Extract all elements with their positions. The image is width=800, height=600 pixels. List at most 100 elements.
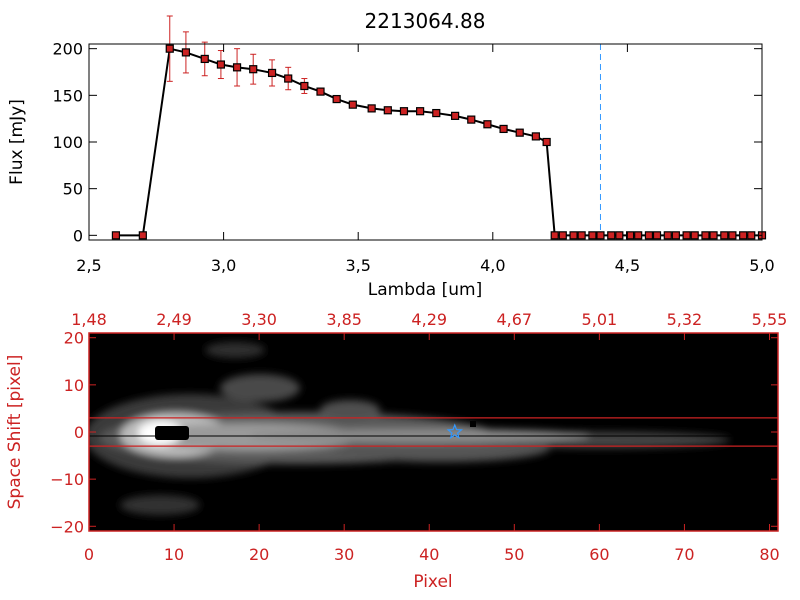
x-tick-label: 60 (589, 545, 609, 564)
y-tick-label: 200 (52, 40, 83, 59)
y-tick-label: 150 (52, 86, 83, 105)
spectrum-frame (88, 43, 763, 241)
top-tick-label: 4,29 (411, 310, 447, 329)
x-tick-label: 4,0 (480, 256, 505, 275)
spectrum-x-ticks: 2,5 3,0 3,5 4,0 4,5 5,0 (76, 44, 775, 275)
data-point (569, 231, 578, 240)
data-point (267, 68, 277, 78)
y-tick-label: −20 (50, 517, 84, 536)
image-y-ticks: −20 −10 0 10 20 (50, 329, 778, 536)
x-tick-label: 4,5 (615, 256, 640, 275)
data-point (558, 231, 567, 240)
x-tick-label: 50 (504, 545, 524, 564)
data-point (432, 108, 441, 118)
x-tick-label: 5,0 (749, 256, 774, 275)
data-point (165, 44, 174, 53)
top-tick-label: 3,30 (241, 310, 277, 329)
image-y-label: Space Shift [pixel] (5, 355, 25, 510)
image-overlays (89, 417, 778, 447)
data-point (316, 87, 325, 96)
data-point (577, 231, 586, 240)
spectrum-y-label: Flux [mJy] (7, 99, 27, 185)
x-tick-label: 3,5 (345, 256, 370, 275)
data-point (200, 54, 209, 64)
data-point (531, 132, 540, 141)
spectrum-marks (111, 15, 767, 240)
x-tick-label: 20 (249, 545, 269, 564)
data-point (332, 94, 341, 104)
data-point (644, 231, 654, 240)
spectrum-plot: 2213064.88 2,5 3,0 3,5 4,0 4,5 5,0 0501001502… (7, 9, 775, 300)
x-tick-label: 40 (419, 545, 439, 564)
data-point (709, 231, 718, 240)
data-point (111, 231, 121, 240)
top-tick-label: 5,01 (582, 310, 618, 329)
x-tick-label: 80 (759, 545, 779, 564)
top-tick-label: 5,55 (752, 310, 788, 329)
data-point (588, 231, 597, 240)
data-point (416, 107, 425, 116)
trace-image (89, 342, 778, 515)
data-point (138, 231, 147, 240)
data-point (542, 137, 551, 147)
top-tick-label: 3,85 (326, 310, 362, 329)
data-point (671, 231, 680, 240)
source-star-marker (446, 423, 464, 440)
data-point (451, 111, 460, 120)
data-point (720, 231, 729, 240)
y-tick-label: 50 (63, 180, 83, 199)
x-tick-label: 0 (84, 545, 94, 564)
spectral-image-plot: 0 10 20 30 40 50 60 70 80 1,48 2,49 3,30 3,85 4,29 4,… (5, 310, 787, 592)
data-point (399, 107, 409, 116)
top-tick-label: 2,49 (156, 310, 192, 329)
top-tick-label: 4,67 (496, 310, 532, 329)
y-tick-label: 10 (64, 376, 84, 395)
top-tick-label: 1,48 (71, 310, 107, 329)
data-point (515, 128, 524, 137)
y-tick-label: 0 (74, 423, 84, 442)
data-point (682, 231, 691, 240)
data-point (249, 65, 258, 74)
y-tick-label: −10 (50, 470, 84, 489)
chart-title: 2213064.88 (365, 9, 486, 33)
data-point (300, 81, 309, 91)
data-point (383, 106, 392, 115)
x-tick-label: 10 (164, 545, 184, 564)
data-point (467, 115, 476, 124)
image-x-ticks: 0 10 20 30 40 50 60 70 80 (84, 524, 780, 564)
x-tick-label: 30 (334, 545, 354, 564)
data-point (625, 231, 635, 240)
data-point (550, 231, 559, 240)
data-point (232, 63, 242, 72)
spectrum-x-label: Lambda [um] (368, 280, 482, 300)
data-point (663, 231, 672, 240)
data-point (607, 231, 616, 240)
x-tick-label: 2,5 (76, 256, 101, 275)
data-point (216, 60, 226, 69)
saturated-pixels (155, 426, 189, 440)
x-tick-label: 3,0 (211, 256, 236, 275)
data-point (499, 124, 508, 134)
data-point (701, 231, 710, 240)
x-tick-label: 70 (674, 545, 694, 564)
data-point (747, 231, 756, 240)
y-tick-label: 0 (73, 226, 83, 245)
data-point (284, 74, 293, 83)
data-point (652, 231, 662, 240)
data-point (690, 231, 699, 240)
data-point (634, 231, 643, 240)
data-point (615, 231, 624, 240)
data-point (728, 231, 737, 240)
spectrum-line (115, 47, 762, 237)
bad-pixel (470, 421, 476, 427)
data-point (367, 104, 376, 113)
data-point (348, 100, 357, 109)
y-tick-label: 100 (52, 133, 83, 152)
data-point (739, 231, 748, 240)
data-point (181, 48, 191, 57)
data-point (596, 231, 605, 240)
image-x-label: Pixel (413, 572, 452, 592)
y-tick-label: 20 (64, 329, 84, 348)
image-top-ticks: 1,48 2,49 3,30 3,85 4,29 4,67 5,01 5,32 5,55 (71, 310, 787, 340)
